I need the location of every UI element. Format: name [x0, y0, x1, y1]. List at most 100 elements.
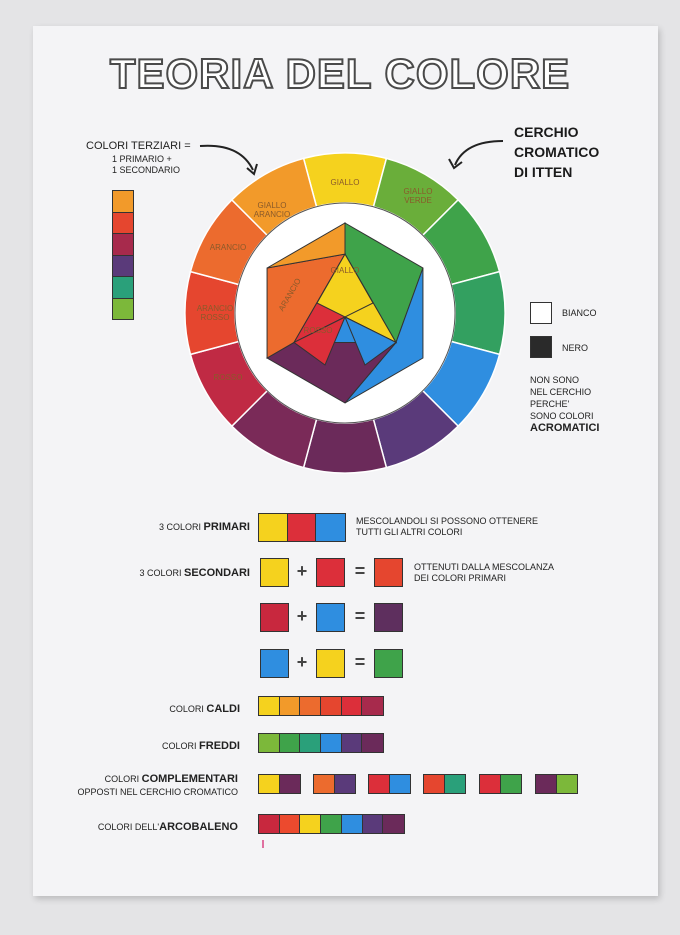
- freddi-prefix: COLORI: [162, 741, 200, 751]
- equals-icon: =: [354, 606, 366, 626]
- pink-stain-mark: [262, 840, 264, 848]
- cool-swatch: [300, 734, 322, 752]
- primari-label: 3 COLORI PRIMARI: [110, 521, 250, 533]
- cool-swatch: [341, 734, 363, 752]
- mix3-result: [374, 649, 403, 678]
- wheel-heading-line2: CROMATICO: [514, 144, 600, 160]
- tertiary-swatch: [113, 212, 133, 234]
- nero-label: NERO: [562, 343, 589, 353]
- caldi-label: COLORI CALDI: [100, 703, 240, 715]
- freddi-bold: FREDDI: [199, 740, 240, 752]
- tertiary-swatch: [113, 191, 133, 213]
- primary-red: [287, 514, 317, 541]
- white-swatch: [530, 302, 552, 324]
- achromatic-note3: PERCHE': [530, 399, 570, 409]
- arcobaleno-strip: [258, 814, 405, 834]
- rainbow-swatch: [383, 815, 405, 833]
- wheel-label-arancio: ARANCIO: [210, 243, 246, 252]
- tri-red-b: [293, 315, 346, 366]
- mix3-a: [260, 649, 289, 678]
- warm-swatch: [300, 697, 322, 715]
- tertiary-arrow-icon: [199, 144, 258, 176]
- warm-swatch: [279, 697, 301, 715]
- compl-prefix: COLORI: [104, 774, 142, 784]
- wheel-label-giallo-arancio-1: GIALLO: [258, 201, 287, 210]
- plus-icon: +: [296, 606, 308, 626]
- tri-blue-b: [344, 315, 397, 366]
- complementari-label: COLORI COMPLEMENTARI: [60, 773, 238, 785]
- tertiary-note-line1: COLORI TERZIARI =: [86, 140, 191, 152]
- primary-yellow: [259, 514, 288, 541]
- freddi-label: COLORI FREDDI: [100, 740, 240, 752]
- caldi-strip: [258, 696, 384, 716]
- wheel-arrow-icon: [448, 140, 504, 170]
- tertiary-swatch: [113, 277, 133, 299]
- mix1-result: [374, 558, 403, 587]
- complementary-pair: [258, 774, 301, 794]
- mix2-a: [260, 603, 289, 632]
- wheel-segment: [302, 418, 388, 474]
- primari-bold: PRIMARI: [203, 521, 250, 533]
- rainbow-swatch: [341, 815, 363, 833]
- poster-title: TEORIA DEL COLORE: [109, 49, 571, 98]
- plus-icon: +: [296, 652, 308, 672]
- achromatic-note4: SONO COLORI: [530, 411, 594, 421]
- tertiary-swatch: [113, 255, 133, 277]
- primari-desc2: TUTTI GLI ALTRI COLORI: [356, 527, 463, 537]
- wheel-label-giallo: GIALLO: [331, 178, 360, 187]
- complementari-sublabel: OPPOSTI NEL CERCHIO CROMATICO: [77, 787, 238, 797]
- freddi-strip: [258, 733, 384, 753]
- black-swatch: [530, 336, 552, 358]
- cool-swatch: [279, 734, 301, 752]
- wheel-label-giallo-verde-1: GIALLO: [404, 187, 433, 196]
- complementary-pair: [535, 774, 578, 794]
- mix2-result: [374, 603, 403, 632]
- tertiary-swatch: [113, 234, 133, 256]
- secondari-desc1: OTTENUTI DALLA MESCOLANZA: [414, 562, 555, 572]
- caldi-prefix: COLORI: [169, 704, 207, 714]
- secondari-bold: SECONDARI: [183, 567, 250, 579]
- complementary-pair: [313, 774, 356, 794]
- wheel-label-giallo-arancio-2: ARANCIO: [254, 210, 290, 219]
- rainbow-swatch: [259, 815, 280, 833]
- compl-bold: COMPLEMENTARI: [141, 773, 238, 785]
- hex-orange2: [266, 222, 346, 269]
- cool-swatch: [259, 734, 280, 752]
- primari-strip: [258, 513, 346, 542]
- wheel-label-rosso: ROSSO: [214, 373, 243, 382]
- warm-swatch: [341, 697, 363, 715]
- arco-prefix: COLORI DELL': [97, 822, 160, 832]
- cool-swatch: [362, 734, 384, 752]
- primary-blue: [316, 514, 345, 541]
- mix2-b: [316, 603, 345, 632]
- complementary-pair: [423, 774, 466, 794]
- tertiary-swatch: [113, 298, 133, 319]
- wheel-label-arancio-rosso-1: ARANCIO: [197, 304, 233, 313]
- warm-swatch: [259, 697, 280, 715]
- warm-swatch: [321, 697, 342, 715]
- itten-color-wheel: GIALLOGIALLOARANCIOARANCIOARANCIOROSSOGI…: [184, 152, 506, 474]
- warm-swatch: [362, 697, 384, 715]
- achromatic-note2: NEL CERCHIO: [530, 387, 592, 397]
- equals-icon: =: [354, 561, 366, 581]
- wheel-heading-line3: DI ITTEN: [514, 164, 573, 180]
- primari-prefix: 3 COLORI: [159, 522, 204, 532]
- tertiary-note-line2: 1 PRIMARIO +: [112, 154, 172, 164]
- wheel-label-inner-giallo: GIALLO: [331, 266, 360, 275]
- rainbow-swatch: [362, 815, 384, 833]
- secondari-prefix: 3 COLORI: [139, 568, 184, 578]
- arco-bold: ARCOBALENO: [159, 821, 238, 833]
- primari-desc1: MESCOLANDOLI SI POSSONO OTTENERE: [356, 516, 539, 526]
- achromatic-note1: NON SONO: [530, 375, 580, 385]
- mix3-b: [316, 649, 345, 678]
- secondari-label: 3 COLORI SECONDARI: [100, 567, 250, 579]
- secondari-desc2: DEI COLORI PRIMARI: [414, 573, 507, 583]
- plus-icon: +: [296, 561, 308, 581]
- rainbow-swatch: [300, 815, 322, 833]
- wheel-segment: [450, 270, 506, 356]
- tertiary-color-strip: [112, 190, 134, 320]
- achromatic-note5: ACROMATICI: [530, 422, 600, 434]
- wheel-label-inner-rosso: ROSSO: [304, 326, 333, 335]
- cool-swatch: [321, 734, 342, 752]
- wheel-heading-line1: CERCHIO: [514, 124, 579, 140]
